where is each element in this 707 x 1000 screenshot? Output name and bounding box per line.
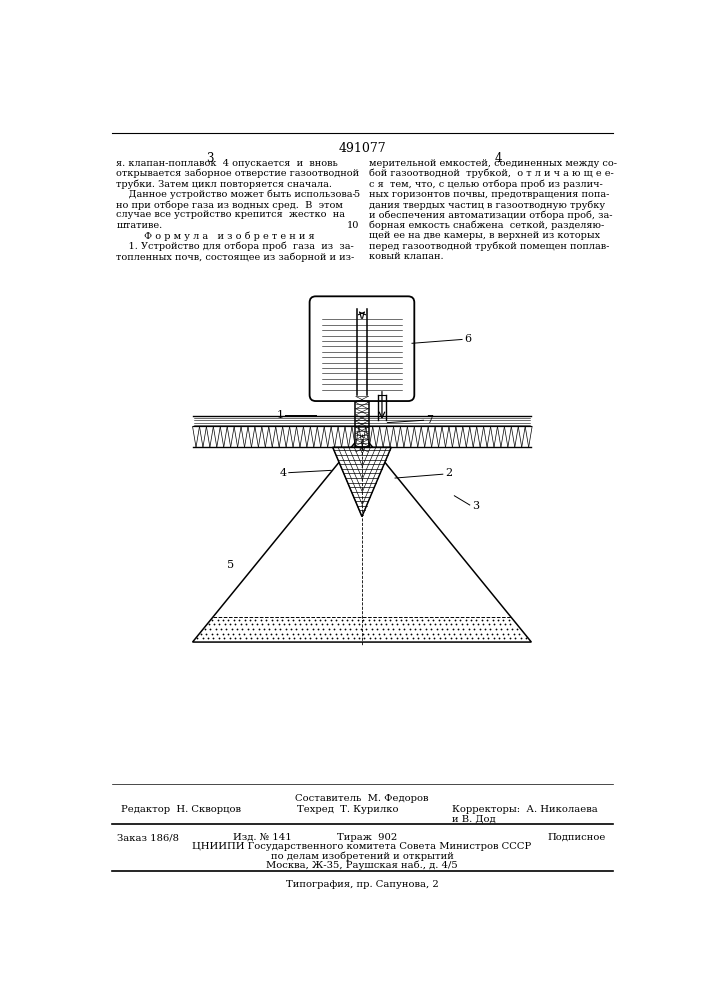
Polygon shape [333,447,391,517]
Text: Редактор  Н. Скворцов: Редактор Н. Скворцов [121,805,241,814]
Text: я. клапан-поплавок  4 опускается  и  вновь: я. клапан-поплавок 4 опускается и вновь [117,158,338,167]
Text: топленных почв, состоящее из заборной и из-: топленных почв, состоящее из заборной и … [117,252,355,262]
Text: трубки. Затем цикл повторяется сначала.: трубки. Затем цикл повторяется сначала. [117,179,332,189]
Text: Данное устройство может быть использова-: Данное устройство может быть использова- [117,190,356,199]
Text: Москва, Ж-35, Раушская наб., д. 4/5: Москва, Ж-35, Раушская наб., д. 4/5 [266,861,458,870]
Text: случае все устройство крепится  жестко  на: случае все устройство крепится жестко на [117,210,345,219]
Text: Техред  Т. Курилко: Техред Т. Курилко [296,805,398,814]
Text: открывается заборное отверстие газоотводной: открывается заборное отверстие газоотвод… [117,169,359,178]
Text: Тираж  902: Тираж 902 [337,833,397,842]
Text: ных горизонтов почвы, предотвращения попа-: ных горизонтов почвы, предотвращения поп… [369,190,609,199]
Text: Ф о р м у л а   и з о б р е т е н и я: Ф о р м у л а и з о б р е т е н и я [117,231,315,241]
Text: борная емкость снабжена  сеткой, разделяю-: борная емкость снабжена сеткой, разделяю… [369,221,604,230]
Text: штативе.: штативе. [117,221,163,230]
Text: 491077: 491077 [338,142,386,155]
Text: ковый клапан.: ковый клапан. [369,252,443,261]
Text: 4: 4 [279,468,286,478]
Text: 4: 4 [494,152,502,165]
Text: Корректоры:  А. Николаева: Корректоры: А. Николаева [452,805,598,814]
Text: по делам изобретений и открытий: по делам изобретений и открытий [271,852,453,861]
Text: мерительной емкостей, соединенных между со-: мерительной емкостей, соединенных между … [369,158,617,167]
Text: дания твердых частиц в газоотводную трубку: дания твердых частиц в газоотводную труб… [369,200,605,210]
Text: и В. Дод: и В. Дод [452,815,496,824]
Text: 7: 7 [426,415,433,425]
Text: 1: 1 [276,410,284,420]
FancyBboxPatch shape [310,296,414,401]
Text: 5: 5 [227,560,234,570]
Text: Составитель  М. Федоров: Составитель М. Федоров [296,794,428,803]
Text: Изд. № 141: Изд. № 141 [233,833,291,842]
Text: Типография, пр. Сапунова, 2: Типография, пр. Сапунова, 2 [286,880,438,889]
Text: 1. Устройство для отбора проб  газа  из  за-: 1. Устройство для отбора проб газа из за… [117,242,354,251]
Text: с я  тем, что, с целью отбора проб из различ-: с я тем, что, с целью отбора проб из раз… [369,179,602,189]
Text: бой газоотводной  трубкой,  о т л и ч а ю щ е е-: бой газоотводной трубкой, о т л и ч а ю … [369,169,614,178]
Text: Подписное: Подписное [548,833,606,842]
Text: и обеспечения автоматизации отбора проб, за-: и обеспечения автоматизации отбора проб,… [369,210,612,220]
Text: 6: 6 [464,334,472,344]
Text: 10: 10 [347,221,360,230]
Text: но при отборе газа из водных сред.  В  этом: но при отборе газа из водных сред. В это… [117,200,343,210]
Bar [355,395,369,447]
Text: 2: 2 [445,468,452,478]
Text: 5: 5 [354,190,360,199]
Text: 3: 3 [472,501,479,511]
Text: щей ее на две камеры, в верхней из которых: щей ее на две камеры, в верхней из котор… [369,231,600,240]
Text: 3: 3 [206,152,214,165]
Text: Заказ 186/8: Заказ 186/8 [117,833,179,842]
Text: ЦНИИПИ Государственного комитета Совета Министров СССР: ЦНИИПИ Государственного комитета Совета … [192,842,532,851]
Text: перед газоотводной трубкой помещен поплав-: перед газоотводной трубкой помещен попла… [369,242,609,251]
